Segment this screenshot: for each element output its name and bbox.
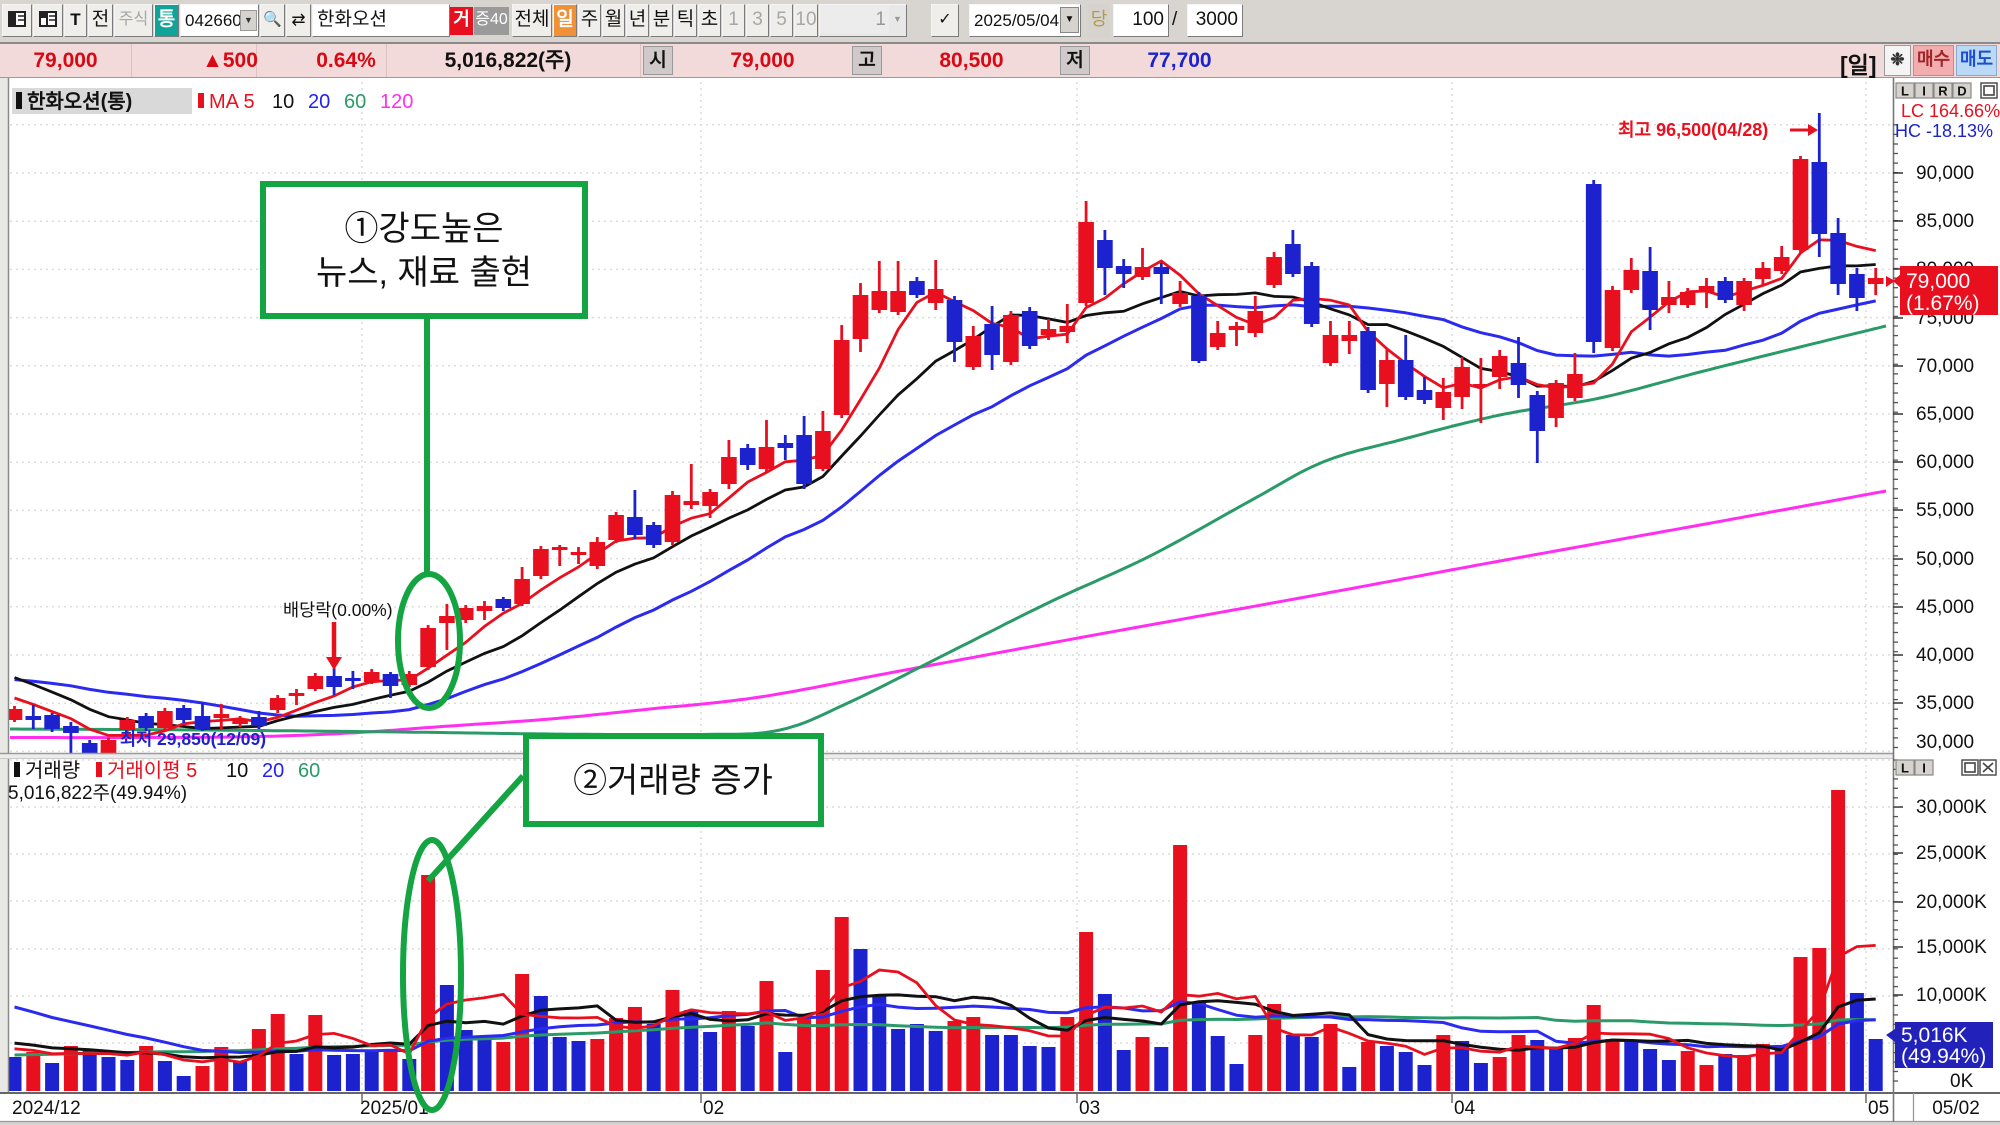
svg-text:뉴스, 재료 출현: 뉴스, 재료 출현: [316, 254, 532, 292]
svg-text:D: D: [1957, 84, 1966, 99]
svg-text:①강도높은: ①강도높은: [344, 210, 503, 248]
svg-text:I: I: [1922, 761, 1926, 776]
svg-text:20: 20: [308, 91, 330, 113]
svg-text:LC 164.66%: LC 164.66%: [1901, 101, 2000, 121]
svg-text:한화오션(통): 한화오션(통): [27, 90, 132, 113]
svg-text:L: L: [1901, 84, 1909, 99]
svg-text:(1.67%): (1.67%): [1906, 292, 1980, 315]
svg-text:거래량: 거래량: [25, 759, 80, 782]
svg-text:05/02: 05/02: [1932, 1098, 1980, 1119]
svg-text:최저 29,850(12/09): 최저 29,850(12/09): [120, 729, 266, 749]
svg-text:5,016K: 5,016K: [1901, 1024, 1968, 1047]
svg-text:60,000: 60,000: [1916, 452, 1974, 473]
svg-text:35,000: 35,000: [1916, 693, 1974, 714]
svg-text:30,000K: 30,000K: [1916, 797, 1987, 818]
svg-text:MA 5: MA 5: [209, 91, 255, 113]
svg-text:(49.94%): (49.94%): [1901, 1045, 1986, 1068]
svg-text:03: 03: [1079, 1098, 1100, 1119]
svg-text:20,000K: 20,000K: [1916, 892, 1987, 913]
svg-text:L: L: [1901, 761, 1909, 776]
svg-text:최고 96,500(04/28): 최고 96,500(04/28): [1618, 120, 1768, 140]
svg-text:60: 60: [344, 91, 366, 113]
svg-text:85,000: 85,000: [1916, 211, 1974, 232]
svg-text:55,000: 55,000: [1916, 500, 1974, 521]
svg-text:50,000: 50,000: [1916, 549, 1974, 570]
svg-text:79,000: 79,000: [1906, 270, 1970, 293]
svg-text:04: 04: [1454, 1098, 1476, 1119]
svg-text:10: 10: [226, 760, 248, 782]
svg-text:02: 02: [703, 1098, 724, 1119]
svg-text:배당락(0.00%): 배당락(0.00%): [283, 600, 393, 620]
svg-text:I: I: [1922, 84, 1926, 99]
svg-text:20: 20: [262, 760, 284, 782]
svg-text:65,000: 65,000: [1916, 404, 1974, 425]
svg-text:45,000: 45,000: [1916, 597, 1974, 618]
svg-text:②거래량 증가: ②거래량 증가: [573, 762, 773, 800]
svg-text:25,000K: 25,000K: [1916, 843, 1987, 864]
svg-text:0K: 0K: [1950, 1071, 1974, 1092]
svg-text:40,000: 40,000: [1916, 645, 1974, 666]
svg-text:05: 05: [1868, 1098, 1889, 1119]
svg-text:2025/01: 2025/01: [360, 1098, 429, 1119]
svg-text:60: 60: [298, 760, 320, 782]
svg-text:120: 120: [380, 91, 413, 113]
svg-text:5,016,822주(49.94%): 5,016,822주(49.94%): [8, 783, 187, 804]
svg-text:90,000: 90,000: [1916, 163, 1974, 184]
svg-text:거래이평 5: 거래이평 5: [107, 759, 197, 782]
svg-text:70,000: 70,000: [1916, 356, 1974, 377]
svg-text:10: 10: [272, 91, 294, 113]
svg-text:30,000: 30,000: [1916, 732, 1974, 753]
svg-text:2024/12: 2024/12: [12, 1098, 81, 1119]
svg-text:HC -18.13%: HC -18.13%: [1895, 121, 1993, 141]
svg-text:10,000K: 10,000K: [1916, 985, 1987, 1006]
svg-text:R: R: [1938, 84, 1948, 99]
svg-text:15,000K: 15,000K: [1916, 937, 1987, 958]
